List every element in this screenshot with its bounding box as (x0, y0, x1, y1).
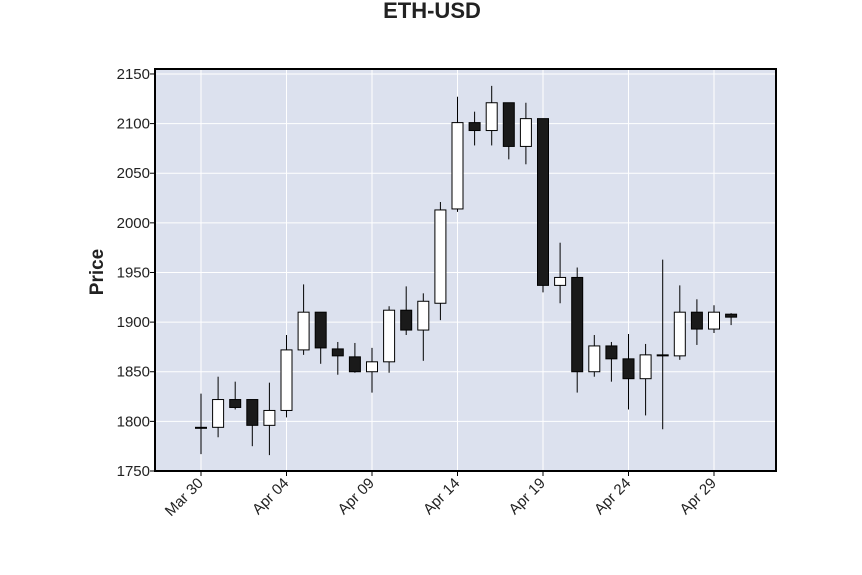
y-tick-label: 1900 (117, 314, 150, 331)
chart-title: ETH-USD (383, 0, 481, 23)
candle-body-up (263, 409, 276, 426)
candle-body-down (690, 311, 703, 330)
y-axis: 1750 1800 1850 1900 1950 2000 2050 2100 2150 (117, 66, 155, 480)
candle (331, 341, 344, 375)
candle (195, 393, 207, 455)
candle (571, 267, 584, 393)
y-tick-label: 1800 (117, 413, 150, 430)
candle (519, 102, 532, 165)
candle (656, 259, 669, 430)
candle (246, 399, 259, 447)
candle-body-down (656, 354, 669, 357)
x-tick-label: Apr 14 (420, 475, 463, 518)
candle (690, 299, 703, 345)
candle (725, 313, 738, 326)
candle-body-down (314, 311, 327, 349)
x-tick-label: Apr 19 (506, 475, 549, 518)
candle-body-up (639, 354, 652, 380)
candle (451, 96, 464, 212)
x-tick-label: Apr 29 (677, 475, 720, 518)
x-axis: Mar 30 Apr 04 Apr 09 Apr 14 Apr 19 Apr 24 Apr … (162, 471, 720, 520)
candle (605, 341, 618, 382)
candles (195, 85, 738, 456)
y-tick-label: 2100 (117, 116, 150, 133)
candle (673, 285, 686, 360)
candle (263, 382, 276, 456)
candle-body-down (229, 399, 242, 408)
candle (212, 376, 225, 438)
candle-body-up (195, 426, 207, 429)
candle-body-down (331, 348, 344, 357)
candle-body-down (502, 102, 515, 147)
candle-body-down (725, 313, 738, 318)
y-tick-label: 2150 (117, 66, 150, 83)
candle-body-down (468, 122, 481, 132)
candle (622, 334, 635, 410)
candle (434, 202, 447, 321)
candle (297, 284, 310, 355)
candle (314, 311, 327, 364)
candle-body-down (246, 399, 259, 426)
candle (537, 118, 549, 293)
candle-body-up (434, 209, 447, 304)
candle-body-down (348, 356, 361, 373)
plot-frame (154, 68, 777, 472)
candle-body-up (212, 399, 225, 428)
candle (383, 306, 396, 373)
candle-body-up (554, 276, 567, 286)
candle-body-up (485, 102, 498, 132)
y-tick-label: 2000 (117, 215, 150, 232)
candle-body-down (605, 345, 618, 360)
candle (468, 111, 481, 146)
candle-body-up (280, 349, 293, 411)
candle (502, 102, 515, 160)
candle-body-down (571, 276, 584, 373)
candle (639, 343, 652, 416)
y-tick-label: 1850 (117, 364, 150, 381)
candle (348, 342, 361, 373)
y-tick-label: 2050 (117, 165, 150, 182)
x-tick-label: Apr 04 (249, 475, 292, 518)
candle-body-down (400, 309, 413, 331)
candle-body-up (588, 345, 601, 373)
x-tick-label: Apr 24 (591, 475, 634, 518)
x-tick-label: Apr 09 (335, 475, 378, 518)
candle-body-down (622, 358, 635, 380)
plot-area (155, 69, 776, 471)
candle-body-up (383, 309, 396, 363)
candle-body-up (366, 361, 378, 373)
candle (229, 381, 242, 410)
candle (400, 286, 413, 336)
y-tick-label: 1750 (117, 463, 150, 480)
candle-body-up (673, 311, 686, 357)
candle-body-up (297, 311, 310, 351)
candle-body-up (451, 122, 464, 210)
x-tick-label: Mar 30 (162, 475, 207, 520)
candle-body-up (417, 300, 430, 331)
candle (280, 335, 293, 418)
candle (485, 85, 498, 146)
candle (417, 293, 430, 361)
candle (366, 347, 378, 393)
candle (588, 335, 601, 377)
candle-body-up (708, 311, 720, 330)
candle (554, 242, 567, 304)
candle (708, 305, 720, 334)
candle-body-up (519, 118, 532, 147)
candle-body-down (537, 118, 549, 286)
y-axis-label: Price (87, 249, 108, 295)
y-tick-label: 1950 (117, 264, 150, 281)
